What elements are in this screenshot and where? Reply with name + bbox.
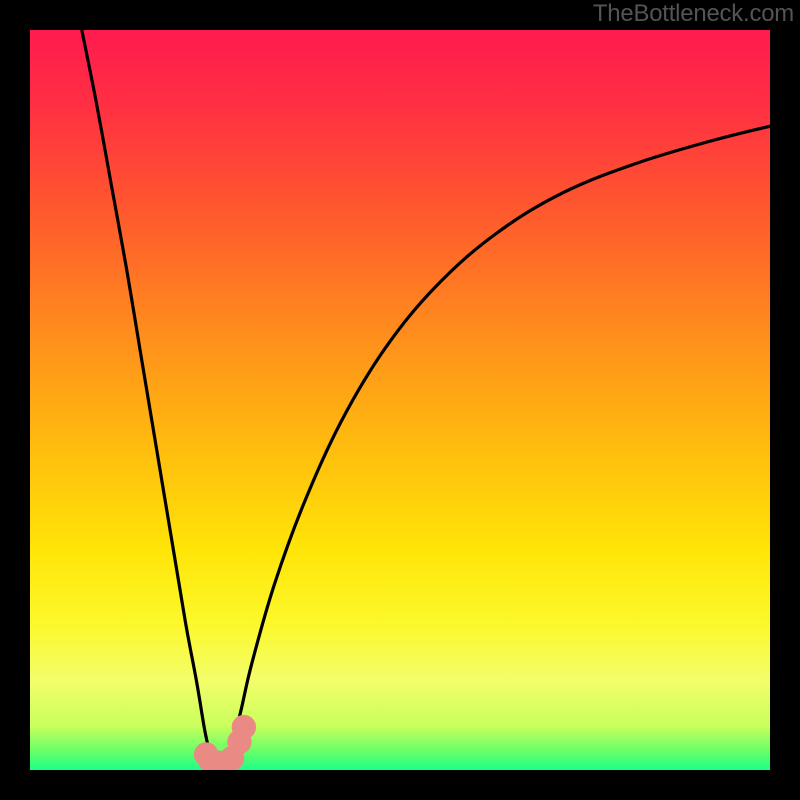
watermark-text: TheBottleneck.com — [593, 0, 794, 28]
gradient-background — [30, 30, 770, 770]
chart-svg — [30, 30, 770, 770]
marker-point — [232, 715, 256, 739]
plot-area — [30, 30, 770, 770]
